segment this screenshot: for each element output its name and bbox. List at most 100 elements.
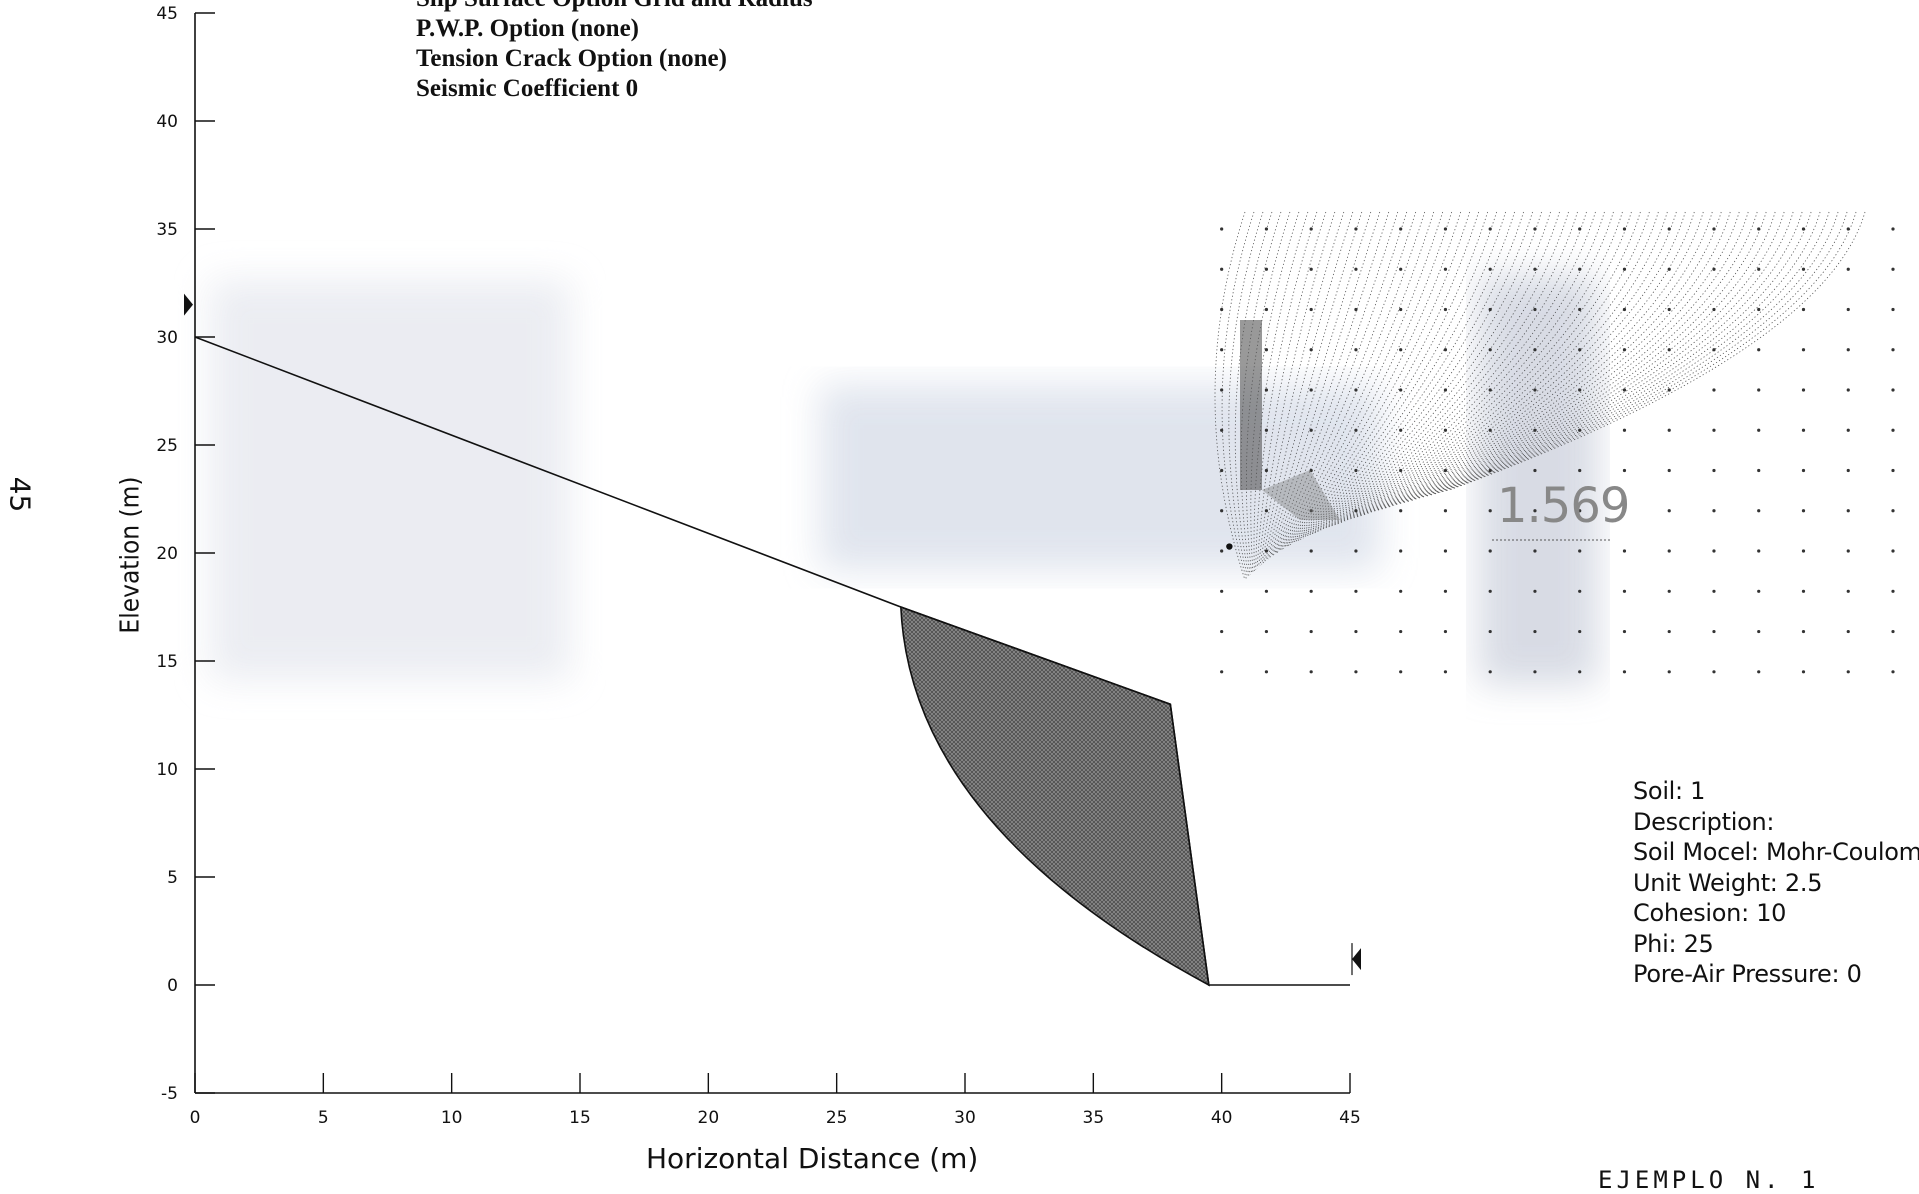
fos-contour [1283,211,1462,549]
grid-point [1533,468,1537,473]
grid-point [1578,348,1582,352]
grid-point [1578,267,1582,271]
grid-point [1667,388,1671,392]
grid-point [1891,348,1895,352]
grid-point [1801,509,1806,513]
y-tick-label: 15 [156,652,178,672]
grid-point [1712,509,1716,513]
grid-point [1846,670,1850,674]
grid-point [1443,509,1448,513]
fos-contour [1214,211,1246,581]
grid-point [1220,629,1224,634]
header-line-slip-surface: Slip Surface Option Grid and Radius [416,0,813,14]
fos-contour [1258,211,1336,567]
grid-point [1757,509,1761,513]
fos-contour [1420,211,1812,499]
grid-point [1578,629,1582,634]
ground-profile [194,336,1350,986]
grid-point [1578,307,1582,312]
fos-contour [1314,211,1569,534]
grid-point [1309,227,1313,231]
grid-point [1757,267,1761,271]
fos-contour [1302,211,1533,539]
scan-shadow-left [210,280,570,680]
fos-contour [1376,211,1722,512]
grid-point [1309,307,1313,312]
grid-point [1443,670,1448,674]
fos-contour [1337,211,1632,525]
factor-of-safety-label: 1.569 [1497,478,1630,534]
fos-contour [1320,211,1587,531]
fos-contour [1246,211,1291,574]
grid-point [1264,227,1269,231]
soil-cohesion: Cohesion: 10 [1633,899,1787,927]
grid-point [1578,468,1582,473]
grid-point [1399,307,1403,312]
x-axis-label: Horizontal Distance (m) [646,1142,979,1175]
fos-contour [1407,211,1785,503]
grid-point [1443,629,1448,634]
grid-point [1309,629,1313,634]
grid-point [1801,307,1806,312]
grid-point [1801,267,1806,271]
y-tick-label: 5 [167,868,178,888]
grid-point [1533,670,1537,674]
fos-contour [1384,211,1740,509]
grid-point [1309,348,1313,352]
grid-point [1354,267,1358,271]
grid-point [1399,227,1403,231]
fos-contour [1393,211,1758,507]
grid-point [1443,428,1448,432]
grid-point [1488,549,1492,553]
grid-point [1757,428,1761,432]
grid-point [1846,428,1850,432]
grid-point [1533,348,1537,352]
grid-point [1264,348,1269,352]
grid-point [1757,629,1761,634]
grid-point [1891,670,1895,674]
header-line-tension-crack: Tension Crack Option (none) [416,45,727,72]
fos-contour [1323,211,1596,530]
example-title: EJEMPLO N. 1 [1598,1166,1820,1194]
grid-point [1667,549,1671,553]
grid-point [1712,589,1716,593]
grid-point [1488,629,1492,634]
fos-contour [1372,211,1713,513]
grid-point [1443,267,1448,271]
grid-point [1488,589,1492,593]
grid-point [1712,670,1716,674]
grid-point [1891,428,1895,432]
grid-point [1264,307,1269,312]
grid-point [1443,307,1448,312]
grid-point [1891,509,1895,513]
grid-point [1309,549,1313,553]
grid-point [1399,589,1403,593]
grid-point [1846,227,1850,231]
grid-point [1354,428,1358,432]
grid-point [1533,267,1537,271]
grid-point [1264,629,1269,634]
grid-point [1578,428,1582,432]
exit-marker [1352,948,1361,971]
grid-point [1891,307,1895,312]
fos-contour [1330,211,1614,527]
grid-point [1399,629,1403,634]
contour-dense-band [1240,320,1262,490]
fos-contour [1266,211,1381,561]
grid-point [1533,227,1537,231]
grid-point [1622,509,1627,513]
y-tick-label: 0 [167,976,178,996]
grid-point [1578,227,1582,231]
fos-contour [1292,211,1497,544]
grid-point [1443,227,1448,231]
soil-phi: Phi: 25 [1633,929,1714,958]
fos-contour [1234,211,1273,577]
grid-point [1443,468,1448,473]
grid-point [1846,468,1850,473]
grid-point [1354,348,1358,352]
grid-point [1488,468,1492,473]
grid-point [1354,468,1358,473]
grid-point [1220,348,1224,352]
